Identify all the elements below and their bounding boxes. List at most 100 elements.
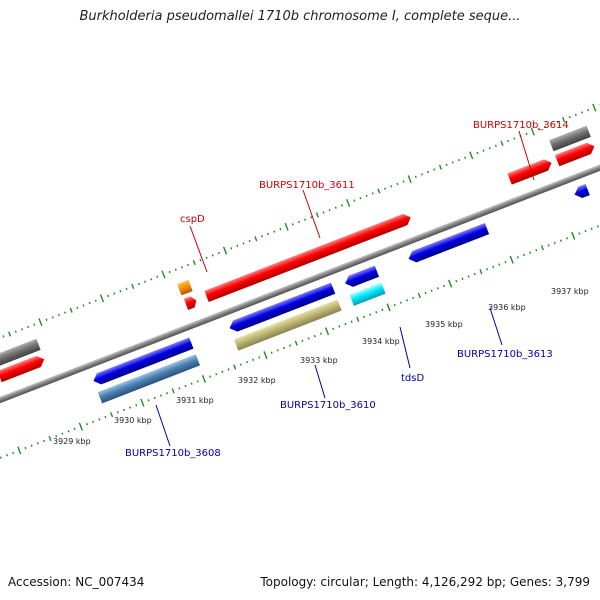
minor-tick bbox=[427, 170, 430, 174]
gene-cspD[interactable] bbox=[177, 279, 193, 296]
gene-reverse-blue-4[interactable] bbox=[406, 222, 490, 265]
major-tick bbox=[284, 222, 289, 231]
minor-tick bbox=[276, 349, 279, 352]
minor-tick bbox=[486, 268, 489, 271]
tick-label: 3936 kbp bbox=[488, 303, 526, 312]
minor-tick bbox=[522, 253, 526, 257]
minor-tick bbox=[369, 313, 372, 316]
gene-label-tdsD[interactable]: tdsD bbox=[401, 373, 424, 384]
gene-reverse-blue-2[interactable] bbox=[227, 282, 336, 334]
gene-cspD-red[interactable] bbox=[183, 295, 199, 310]
minor-tick bbox=[596, 225, 599, 228]
minor-tick bbox=[69, 307, 73, 313]
minor-tick bbox=[365, 194, 368, 198]
gene-reverse-blue-3[interactable] bbox=[343, 265, 380, 289]
minor-tick bbox=[289, 344, 292, 347]
major-tick bbox=[509, 255, 514, 264]
minor-tick bbox=[559, 239, 562, 242]
gene-forward-left-gray[interactable] bbox=[0, 338, 41, 368]
minor-tick bbox=[334, 206, 337, 209]
minor-tick bbox=[248, 239, 251, 243]
major-tick bbox=[592, 103, 597, 112]
gene-BURPS1710b_3610[interactable] bbox=[233, 299, 342, 351]
major-tick bbox=[448, 279, 453, 288]
gene-forward-left-red[interactable] bbox=[0, 354, 46, 383]
tick-label: 3937 kbp bbox=[551, 287, 589, 296]
minor-tick bbox=[420, 173, 424, 176]
minor-tick bbox=[297, 220, 300, 224]
minor-tick bbox=[304, 218, 307, 221]
minor-tick bbox=[344, 322, 347, 326]
gene-label-BURPS1710b_3614[interactable]: BURPS1710b_3614 bbox=[473, 120, 569, 131]
leader-line bbox=[302, 189, 321, 239]
gene-label-BURPS1710b_3613[interactable]: BURPS1710b_3613 bbox=[457, 349, 553, 360]
minor-tick bbox=[492, 265, 495, 269]
gene-forward-right-red[interactable] bbox=[554, 141, 597, 167]
minor-tick bbox=[61, 432, 64, 435]
major-tick bbox=[17, 446, 22, 455]
gene-BURPS1710b_3614[interactable] bbox=[507, 157, 553, 185]
inner-tick-ruler bbox=[0, 225, 599, 459]
gene-reverse-blue-1[interactable] bbox=[91, 337, 194, 386]
major-tick bbox=[386, 303, 391, 312]
minor-tick bbox=[113, 292, 116, 295]
minor-tick bbox=[196, 380, 199, 383]
minor-tick bbox=[252, 358, 255, 362]
tick-label: 3934 kbp bbox=[362, 337, 400, 346]
minor-tick bbox=[461, 277, 464, 281]
minor-tick bbox=[340, 204, 344, 207]
outer-tick-ruler bbox=[2, 103, 600, 338]
minor-tick bbox=[473, 272, 476, 276]
minor-tick bbox=[239, 363, 242, 366]
gene-label-BURPS1710b_3608[interactable]: BURPS1710b_3608 bbox=[125, 448, 221, 459]
minor-tick bbox=[246, 361, 249, 364]
minor-tick bbox=[356, 316, 360, 322]
gene-label-cspD[interactable]: cspD bbox=[180, 214, 205, 225]
minor-tick bbox=[73, 427, 76, 431]
major-tick bbox=[201, 374, 207, 383]
minor-tick bbox=[267, 232, 270, 236]
minor-tick bbox=[494, 144, 497, 147]
minor-tick bbox=[587, 108, 590, 112]
minor-tick bbox=[525, 132, 528, 136]
minor-tick bbox=[338, 325, 341, 328]
minor-tick bbox=[131, 283, 135, 289]
leader-line bbox=[155, 404, 171, 447]
major-tick bbox=[571, 231, 576, 240]
minor-tick bbox=[375, 310, 378, 314]
minor-tick bbox=[119, 289, 122, 293]
minor-tick bbox=[547, 244, 550, 247]
gene-BURPS1710b_3608[interactable] bbox=[97, 354, 201, 404]
minor-tick bbox=[479, 269, 483, 275]
minor-tick bbox=[174, 268, 177, 271]
gene-label-BURPS1710b_3610[interactable]: BURPS1710b_3610 bbox=[280, 400, 376, 411]
gene-label-BURPS1710b_3611[interactable]: BURPS1710b_3611 bbox=[259, 180, 355, 191]
minor-tick bbox=[270, 351, 273, 354]
gene-tdsD[interactable] bbox=[349, 282, 386, 306]
minor-tick bbox=[377, 188, 381, 194]
minor-tick bbox=[82, 304, 85, 307]
minor-tick bbox=[566, 237, 569, 240]
minor-tick bbox=[147, 399, 150, 402]
minor-tick bbox=[390, 185, 393, 188]
gene-reverse-blue-5[interactable] bbox=[572, 183, 590, 200]
leader-line bbox=[489, 307, 503, 346]
minor-tick bbox=[205, 256, 208, 259]
minor-tick bbox=[273, 230, 276, 233]
minor-tick bbox=[135, 403, 138, 407]
minor-tick bbox=[150, 278, 153, 281]
minor-tick bbox=[98, 418, 101, 421]
minor-tick bbox=[190, 382, 193, 385]
minor-tick bbox=[371, 192, 374, 195]
leader-line bbox=[518, 130, 535, 181]
gene-BURPS1710b_3611[interactable] bbox=[204, 212, 413, 303]
tick-label: 3935 kbp bbox=[425, 320, 463, 329]
minor-tick bbox=[51, 316, 54, 319]
gene-forward-right-gray[interactable] bbox=[549, 125, 591, 152]
minor-tick bbox=[307, 337, 310, 340]
minor-tick bbox=[417, 292, 421, 299]
minor-tick bbox=[319, 332, 322, 335]
minor-tick bbox=[0, 456, 2, 459]
minor-tick bbox=[584, 229, 587, 233]
